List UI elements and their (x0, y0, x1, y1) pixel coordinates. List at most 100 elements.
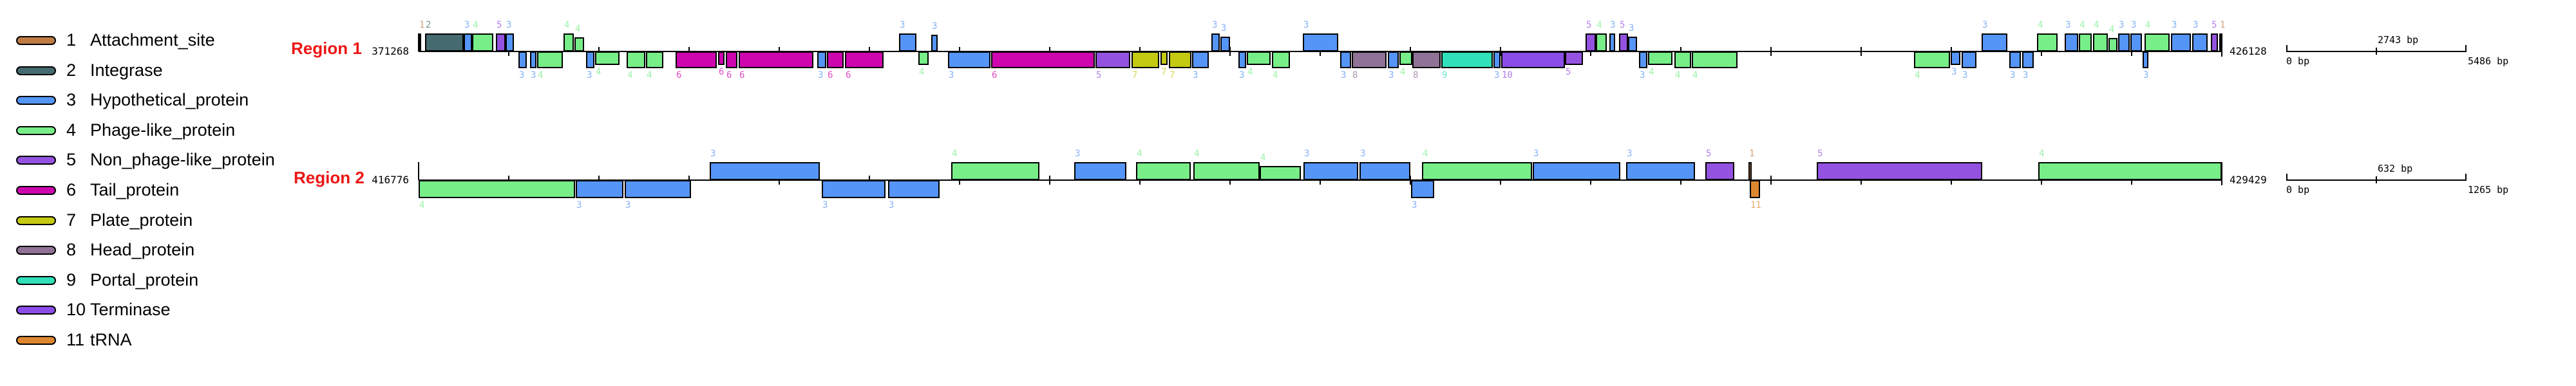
gene-block-cat-4[interactable] (1260, 166, 1301, 180)
gene-block-cat-3[interactable] (1533, 162, 1620, 180)
gene-block-cat-3[interactable] (1192, 51, 1209, 68)
gene-block-cat-4[interactable] (1692, 51, 1738, 68)
gene-block-cat-3[interactable] (1951, 51, 1960, 65)
gene-block-cat-4[interactable] (951, 162, 1039, 180)
gene-block-cat-3[interactable] (1074, 162, 1126, 180)
gene-block-cat-3[interactable] (2022, 51, 2034, 68)
gene-block-cat-5[interactable] (2211, 33, 2218, 51)
gene-block-cat-3[interactable] (888, 180, 940, 198)
gene-block-cat-4[interactable] (1596, 33, 1607, 51)
gene-block-cat-3[interactable] (1962, 51, 1976, 68)
gene-block-cat-4[interactable] (419, 180, 575, 198)
gene-block-cat-6[interactable] (991, 51, 1095, 68)
gene-block-cat-3[interactable] (1982, 33, 2007, 51)
gene-block-cat-4[interactable] (472, 33, 493, 51)
gene-block-cat-3[interactable] (931, 35, 938, 51)
gene-block-cat-7[interactable] (1169, 51, 1191, 68)
gene-block-cat-2[interactable] (425, 33, 464, 51)
gene-block-cat-4[interactable] (1674, 51, 1691, 68)
gene-block-cat-4[interactable] (1193, 162, 1260, 180)
gene-block-cat-3[interactable] (586, 51, 594, 68)
gene-block-cat-4[interactable] (2038, 162, 2222, 180)
gene-block-cat-4[interactable] (1422, 162, 1532, 180)
gene-block-cat-3[interactable] (1411, 180, 1434, 198)
gene-block-cat-4[interactable] (2108, 38, 2117, 51)
gene-block-cat-4[interactable] (2037, 33, 2058, 51)
gene-block-cat-6[interactable] (726, 51, 737, 68)
gene-block-cat-3[interactable] (1238, 51, 1246, 68)
gene-block-cat-3[interactable] (1220, 37, 1230, 51)
gene-block-cat-3[interactable] (822, 180, 886, 198)
gene-block-cat-3[interactable] (1340, 51, 1351, 68)
gene-block-label: 4 (2039, 149, 2045, 159)
gene-block-cat-5[interactable] (1817, 162, 1982, 180)
gene-block-cat-3[interactable] (576, 180, 623, 198)
gene-block-cat-3[interactable] (1493, 51, 1501, 68)
gene-block-cat-4[interactable] (918, 51, 929, 65)
gene-block-cat-4[interactable] (2079, 33, 2092, 51)
gene-block-cat-3[interactable] (948, 51, 990, 68)
gene-block-cat-4[interactable] (1247, 51, 1271, 65)
gene-block-cat-1[interactable] (419, 33, 421, 51)
gene-block-cat-5[interactable] (1095, 51, 1130, 68)
gene-block-cat-3[interactable] (710, 162, 820, 180)
gene-block-cat-6[interactable] (676, 51, 717, 68)
gene-block-cat-3[interactable] (1639, 51, 1647, 68)
gene-block-cat-4[interactable] (574, 37, 584, 51)
gene-block-cat-4[interactable] (646, 51, 663, 68)
gene-block-cat-4[interactable] (1399, 51, 1412, 65)
gene-block-cat-3[interactable] (2065, 33, 2078, 51)
gene-block-cat-6[interactable] (845, 51, 884, 68)
gene-block-cat-9[interactable] (1441, 51, 1493, 68)
gene-block-cat-4[interactable] (627, 51, 645, 68)
gene-block-cat-6[interactable] (718, 51, 724, 65)
gene-block-cat-11[interactable] (1750, 180, 1760, 198)
gene-block-cat-7[interactable] (1160, 51, 1168, 65)
gene-block-cat-4[interactable] (2145, 33, 2170, 51)
gene-block-cat-6[interactable] (827, 51, 844, 68)
gene-block-cat-8[interactable] (1412, 51, 1441, 68)
gene-block-cat-5[interactable] (1565, 51, 1583, 65)
gene-block-cat-3[interactable] (1628, 37, 1637, 51)
gene-block-cat-6[interactable] (739, 51, 813, 68)
gene-block-cat-3[interactable] (2171, 33, 2191, 51)
gene-block-cat-4[interactable] (1272, 51, 1290, 68)
gene-block-cat-3[interactable] (1609, 33, 1615, 51)
gene-block-cat-5[interactable] (1586, 33, 1596, 51)
gene-block-cat-4[interactable] (1914, 51, 1950, 68)
gene-block-cat-4[interactable] (1136, 162, 1191, 180)
gene-block-cat-4[interactable] (2093, 33, 2108, 51)
gene-block-cat-3[interactable] (2192, 33, 2208, 51)
gene-block-cat-3[interactable] (1211, 33, 1220, 51)
gene-block-cat-8[interactable] (1352, 51, 1387, 68)
gene-block-cat-4[interactable] (537, 51, 563, 68)
gene-block-cat-4[interactable] (1648, 51, 1672, 65)
gene-block-cat-3[interactable] (1359, 162, 1410, 180)
gene-block-cat-3[interactable] (1388, 51, 1399, 68)
gene-block-cat-3[interactable] (817, 51, 826, 68)
gene-block-cat-3[interactable] (625, 180, 691, 198)
gene-block-cat-1[interactable] (2219, 33, 2222, 51)
gene-block-cat-4[interactable] (564, 33, 574, 51)
gene-block-cat-1[interactable] (1748, 162, 1752, 180)
gene-block-label: 5 (1620, 20, 1625, 30)
gene-block-cat-3[interactable] (2130, 33, 2142, 51)
gene-block-cat-3[interactable] (2009, 51, 2021, 68)
gene-block-cat-3[interactable] (899, 33, 916, 51)
gene-block-cat-3[interactable] (464, 33, 472, 51)
gene-block-cat-10[interactable] (1501, 51, 1565, 68)
gene-block-cat-3[interactable] (2143, 51, 2148, 68)
gene-block-cat-5[interactable] (496, 33, 506, 51)
legend-number: 6 (66, 180, 77, 199)
gene-block-cat-3[interactable] (506, 33, 514, 51)
gene-block-cat-3[interactable] (1626, 162, 1695, 180)
gene-block-cat-5[interactable] (1705, 162, 1734, 180)
gene-block-cat-7[interactable] (1132, 51, 1159, 68)
gene-block-cat-5[interactable] (1619, 33, 1628, 51)
gene-block-cat-3[interactable] (530, 51, 536, 68)
gene-block-cat-3[interactable] (1303, 162, 1358, 180)
gene-block-cat-3[interactable] (1303, 33, 1338, 51)
gene-block-cat-3[interactable] (2118, 33, 2130, 51)
gene-block-cat-4[interactable] (595, 51, 620, 65)
gene-block-cat-3[interactable] (518, 51, 527, 68)
